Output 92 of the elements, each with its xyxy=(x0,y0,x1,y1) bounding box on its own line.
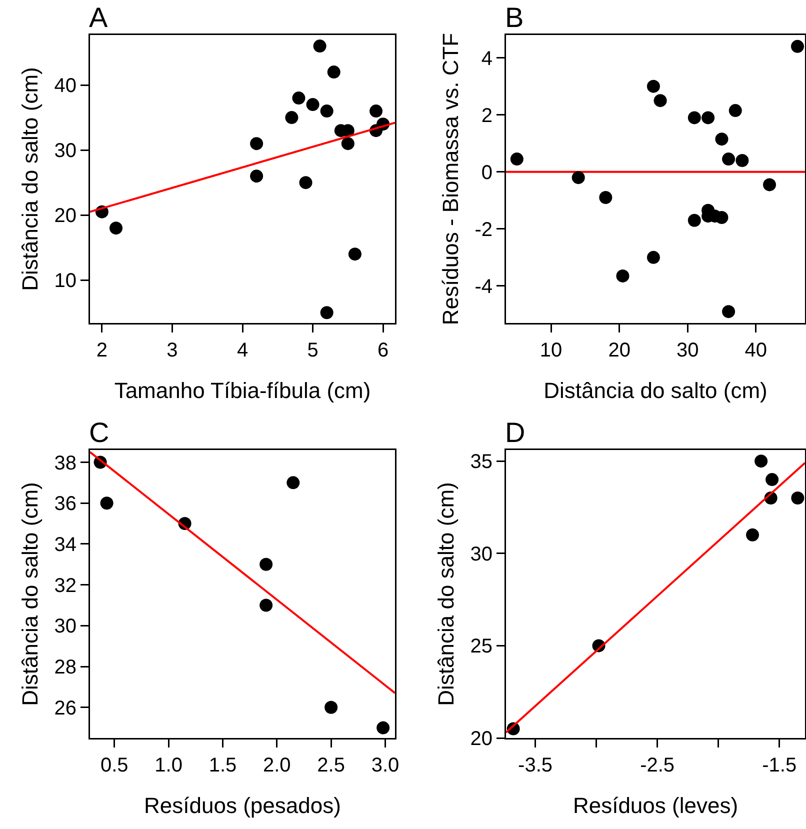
point xyxy=(100,496,114,510)
point xyxy=(728,104,742,118)
point xyxy=(250,170,264,183)
point xyxy=(320,104,334,118)
y-tick-label: 28 xyxy=(54,656,76,679)
y-tick-label: 36 xyxy=(54,493,76,516)
chart-title: A xyxy=(89,2,108,33)
y-tick-label: 26 xyxy=(54,697,76,720)
point xyxy=(250,137,264,150)
point xyxy=(260,558,273,571)
y-tick-label: 20 xyxy=(54,205,76,228)
point xyxy=(299,176,312,190)
point xyxy=(286,476,300,490)
point xyxy=(715,132,728,146)
point xyxy=(763,178,776,192)
point xyxy=(572,171,585,184)
y-tick-label: 38 xyxy=(54,452,76,474)
point xyxy=(654,94,667,108)
x-tick-label: 30 xyxy=(676,340,699,362)
y-tick-label: 4 xyxy=(481,48,492,70)
point xyxy=(327,66,340,79)
point xyxy=(110,222,122,235)
point xyxy=(736,154,749,167)
y-tick-label: 30 xyxy=(470,543,492,566)
point xyxy=(715,211,728,224)
point xyxy=(722,152,736,166)
y-axis-title: Distância do salto (cm) xyxy=(17,482,42,706)
x-tick-label: 0.5 xyxy=(100,754,128,776)
point xyxy=(285,111,298,124)
x-tick-label: 3.0 xyxy=(371,754,400,776)
point xyxy=(688,111,701,124)
point xyxy=(324,700,338,714)
point xyxy=(510,152,524,166)
x-tick-label: 1.5 xyxy=(208,754,237,776)
point xyxy=(260,598,273,612)
x-tick-label: 10 xyxy=(540,340,562,362)
point xyxy=(790,40,804,53)
x-tick-label: 2.0 xyxy=(262,754,291,776)
point xyxy=(766,473,779,486)
point xyxy=(688,214,701,227)
x-axis-title: Tamanho Tíbia-fíbula (cm) xyxy=(114,378,371,404)
x-tick-label: -3.5 xyxy=(518,754,553,776)
x-axis-title: Resíduos (pesados) xyxy=(144,793,341,818)
x-tick-label: 40 xyxy=(744,340,767,362)
x-tick-label: -2.5 xyxy=(640,754,675,776)
x-axis-title: Distância do salto (cm) xyxy=(544,378,768,404)
point xyxy=(722,305,736,318)
x-tick-label: 5 xyxy=(307,340,318,362)
chart-title: B xyxy=(505,2,524,33)
x-tick-label: 6 xyxy=(377,340,389,362)
chart-title: D xyxy=(505,417,526,448)
point xyxy=(791,492,804,504)
x-tick-label: 4 xyxy=(236,340,248,362)
point xyxy=(370,104,383,118)
x-tick-label: -1.5 xyxy=(762,754,797,776)
y-tick-label: 40 xyxy=(54,75,76,98)
y-axis-title: Resíduos - Biomassa vs. CTF xyxy=(438,32,463,326)
y-tick-label: 20 xyxy=(470,728,492,750)
y-tick-label: 0 xyxy=(481,162,492,184)
point xyxy=(616,269,630,282)
y-tick-label: 30 xyxy=(54,140,76,162)
x-tick-label: 2.5 xyxy=(317,754,345,776)
x-axis-title: Resíduos (leves) xyxy=(572,793,738,818)
y-axis-title: Distância do salto (cm) xyxy=(433,482,458,706)
point xyxy=(320,306,334,320)
x-tick-label: 1.0 xyxy=(154,754,182,776)
y-axis-title: Distância do salto (cm) xyxy=(17,67,42,291)
point xyxy=(313,40,326,53)
y-tick-label: 25 xyxy=(470,636,492,658)
point xyxy=(306,98,320,112)
point xyxy=(341,137,354,150)
point xyxy=(348,248,362,261)
y-tick-label: 30 xyxy=(54,616,76,638)
y-tick-label: 10 xyxy=(54,270,76,292)
y-tick-label: 32 xyxy=(54,574,76,597)
chart-title: C xyxy=(89,417,110,448)
point xyxy=(376,721,390,734)
point xyxy=(599,191,612,204)
y-tick-label: 34 xyxy=(54,534,76,556)
point xyxy=(702,111,715,124)
x-tick-label: 2 xyxy=(96,340,108,362)
x-tick-label: 20 xyxy=(608,340,630,362)
x-tick-label: 3 xyxy=(166,340,178,362)
point xyxy=(746,528,760,542)
y-tick-label: 2 xyxy=(481,104,492,127)
y-tick-label: -2 xyxy=(474,218,492,241)
y-tick-label: 35 xyxy=(470,451,492,474)
point xyxy=(646,250,660,264)
point xyxy=(754,454,768,468)
point xyxy=(646,80,660,93)
point xyxy=(292,92,306,105)
y-tick-label: -4 xyxy=(474,276,492,298)
